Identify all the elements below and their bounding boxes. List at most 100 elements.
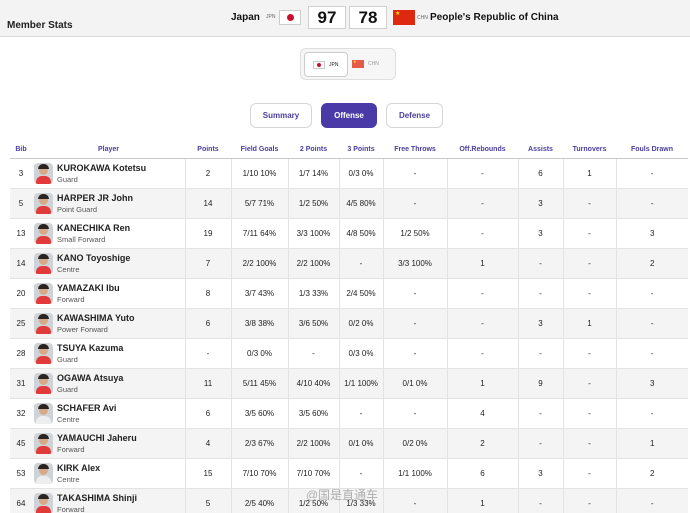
- bib-cell: 32: [10, 398, 32, 429]
- three-points-cell: 1/1 100%: [338, 368, 383, 399]
- free-throws-cell: -: [382, 158, 447, 189]
- player-avatar: [34, 402, 53, 424]
- column-header: 2 Points: [288, 141, 339, 159]
- column-header: Player: [32, 141, 185, 159]
- player-cell[interactable]: OGAWA Atsuya Guard: [32, 368, 185, 399]
- bib-cell: 45: [10, 428, 32, 459]
- points-cell: 8: [184, 278, 231, 309]
- two-points-cell: -: [287, 338, 339, 369]
- fouls-drawn-cell: -: [615, 308, 688, 339]
- field-goals-cell: 7/10 70%: [230, 458, 288, 489]
- player-cell[interactable]: KIRK Alex Centre: [32, 458, 185, 489]
- off-rebounds-cell: -: [446, 338, 518, 369]
- free-throws-cell: 0/2 0%: [382, 428, 447, 459]
- japan-flag-icon: [313, 61, 325, 69]
- turnovers-cell: -: [562, 368, 616, 399]
- player-name: KANO Toyoshige: [57, 252, 131, 263]
- table-row[interactable]: 45 YAMAUCHI Jaheru Forward 4 2/3 67% 2/2 100%…: [10, 428, 688, 459]
- bib-cell: 64: [10, 488, 32, 513]
- table-row[interactable]: 64 TAKASHIMA Shinji Forward 5 2/5 40% 1/2 50%…: [10, 488, 688, 513]
- assists-cell: 3: [517, 458, 563, 489]
- player-cell[interactable]: TSUYA Kazuma Guard: [32, 338, 185, 369]
- off-rebounds-cell: -: [446, 188, 518, 219]
- assists-cell: -: [517, 428, 563, 459]
- table-row[interactable]: 53 KIRK Alex Centre 15 7/10 70% 7/10 70% -1/1 …: [10, 458, 688, 489]
- tab-summary[interactable]: Summary: [250, 103, 312, 128]
- table-row[interactable]: 20 YAMAZAKI Ibu Forward 8 3/7 43% 1/3 33% 2/4 …: [10, 278, 688, 309]
- player-avatar: [34, 462, 53, 484]
- fouls-drawn-cell: -: [615, 158, 688, 189]
- fouls-drawn-cell: -: [615, 398, 688, 429]
- bib-cell: 20: [10, 278, 32, 309]
- player-cell[interactable]: KUROKAWA Kotetsu Guard: [32, 158, 185, 189]
- team-toggle: JPN CHN: [300, 48, 396, 80]
- player-cell[interactable]: YAMAZAKI Ibu Forward: [32, 278, 185, 309]
- points-cell: 6: [184, 308, 231, 339]
- team-toggle-chn[interactable]: CHN: [350, 52, 394, 77]
- two-points-cell: 3/3 100%: [287, 218, 339, 249]
- tab-defense[interactable]: Defense: [386, 103, 443, 128]
- player-cell[interactable]: TAKASHIMA Shinji Forward: [32, 488, 185, 513]
- player-name: TSUYA Kazuma: [57, 342, 124, 353]
- column-header: 3 Points: [339, 141, 383, 159]
- three-points-cell: 2/4 50%: [338, 278, 383, 309]
- table-header-row: Bib Player Points Field Goals 2 Points 3…: [10, 141, 688, 159]
- points-cell: 14: [184, 188, 231, 219]
- player-avatar: [34, 222, 53, 244]
- table-row[interactable]: 31 OGAWA Atsuya Guard 11 5/11 45% 4/10 40% 1/1…: [10, 368, 688, 399]
- two-points-cell: 1/3 33%: [287, 278, 339, 309]
- away-score: 78: [349, 6, 387, 29]
- column-header: Assists: [518, 141, 563, 159]
- table-row[interactable]: 5 HARPER JR John Point Guard 14 5/7 71% 1/2 5…: [10, 188, 688, 219]
- player-cell[interactable]: KANECHIKA Ren Small Forward: [32, 218, 185, 249]
- table-row[interactable]: 13 KANECHIKA Ren Small Forward 19 7/11 64% 3/…: [10, 218, 688, 249]
- points-cell: 4: [184, 428, 231, 459]
- fouls-drawn-cell: 2: [615, 458, 688, 489]
- team-toggle-code: CHN: [368, 61, 379, 67]
- two-points-cell: 3/5 60%: [287, 398, 339, 429]
- two-points-cell: 1/7 14%: [287, 158, 339, 189]
- player-avatar: [34, 342, 53, 364]
- table-row[interactable]: 28 TSUYA Kazuma Guard -0/3 0% -0/3 0% - - - - -: [10, 338, 688, 369]
- player-avatar: [34, 372, 53, 394]
- table-row[interactable]: 25 KAWASHIMA Yuto Power Forward 6 3/8 38% 3/6…: [10, 308, 688, 339]
- tab-offense[interactable]: Offense: [321, 103, 377, 128]
- player-cell[interactable]: KAWASHIMA Yuto Power Forward: [32, 308, 185, 339]
- table-row[interactable]: 32 SCHAFER Avi Centre 6 3/5 60% 3/5 60% - -4- - -: [10, 398, 688, 429]
- off-rebounds-cell: -: [446, 308, 518, 339]
- player-position: Guard: [57, 174, 78, 184]
- assists-cell: -: [517, 488, 563, 513]
- home-score: 97: [308, 6, 346, 29]
- player-cell[interactable]: SCHAFER Avi Centre: [32, 398, 185, 429]
- fouls-drawn-cell: -: [615, 188, 688, 219]
- player-position: Centre: [57, 264, 80, 274]
- free-throws-cell: -: [382, 188, 447, 219]
- section-title: Member Stats: [7, 20, 73, 31]
- player-cell[interactable]: YAMAUCHI Jaheru Forward: [32, 428, 185, 459]
- player-cell[interactable]: KANO Toyoshige Centre: [32, 248, 185, 279]
- three-points-cell: 1/3 33%: [338, 488, 383, 513]
- bib-cell: 53: [10, 458, 32, 489]
- free-throws-cell: 3/3 100%: [382, 248, 447, 279]
- points-cell: -: [184, 338, 231, 369]
- team-toggle-jpn[interactable]: JPN: [304, 52, 348, 77]
- player-position: Forward: [57, 444, 85, 454]
- free-throws-cell: 1/1 100%: [382, 458, 447, 489]
- player-name: KAWASHIMA Yuto: [57, 312, 135, 323]
- member-stats-table: Bib Player Points Field Goals 2 Points 3…: [10, 141, 688, 513]
- player-cell[interactable]: HARPER JR John Point Guard: [32, 188, 185, 219]
- three-points-cell: 0/3 0%: [338, 158, 383, 189]
- points-cell: 7: [184, 248, 231, 279]
- field-goals-cell: 1/10 10%: [230, 158, 288, 189]
- off-rebounds-cell: 1: [446, 248, 518, 279]
- bib-cell: 5: [10, 188, 32, 219]
- turnovers-cell: -: [562, 488, 616, 513]
- assists-cell: 9: [517, 368, 563, 399]
- field-goals-cell: 2/2 100%: [230, 248, 288, 279]
- field-goals-cell: 7/11 64%: [230, 218, 288, 249]
- table-row[interactable]: 3 KUROKAWA Kotetsu Guard 2 1/10 10% 1/7 14% 0/…: [10, 158, 688, 189]
- free-throws-cell: -: [382, 398, 447, 429]
- table-row[interactable]: 14 KANO Toyoshige Centre 7 2/2 100% 2/2 100% -…: [10, 248, 688, 279]
- free-throws-cell: -: [382, 488, 447, 513]
- player-position: Point Guard: [57, 204, 98, 214]
